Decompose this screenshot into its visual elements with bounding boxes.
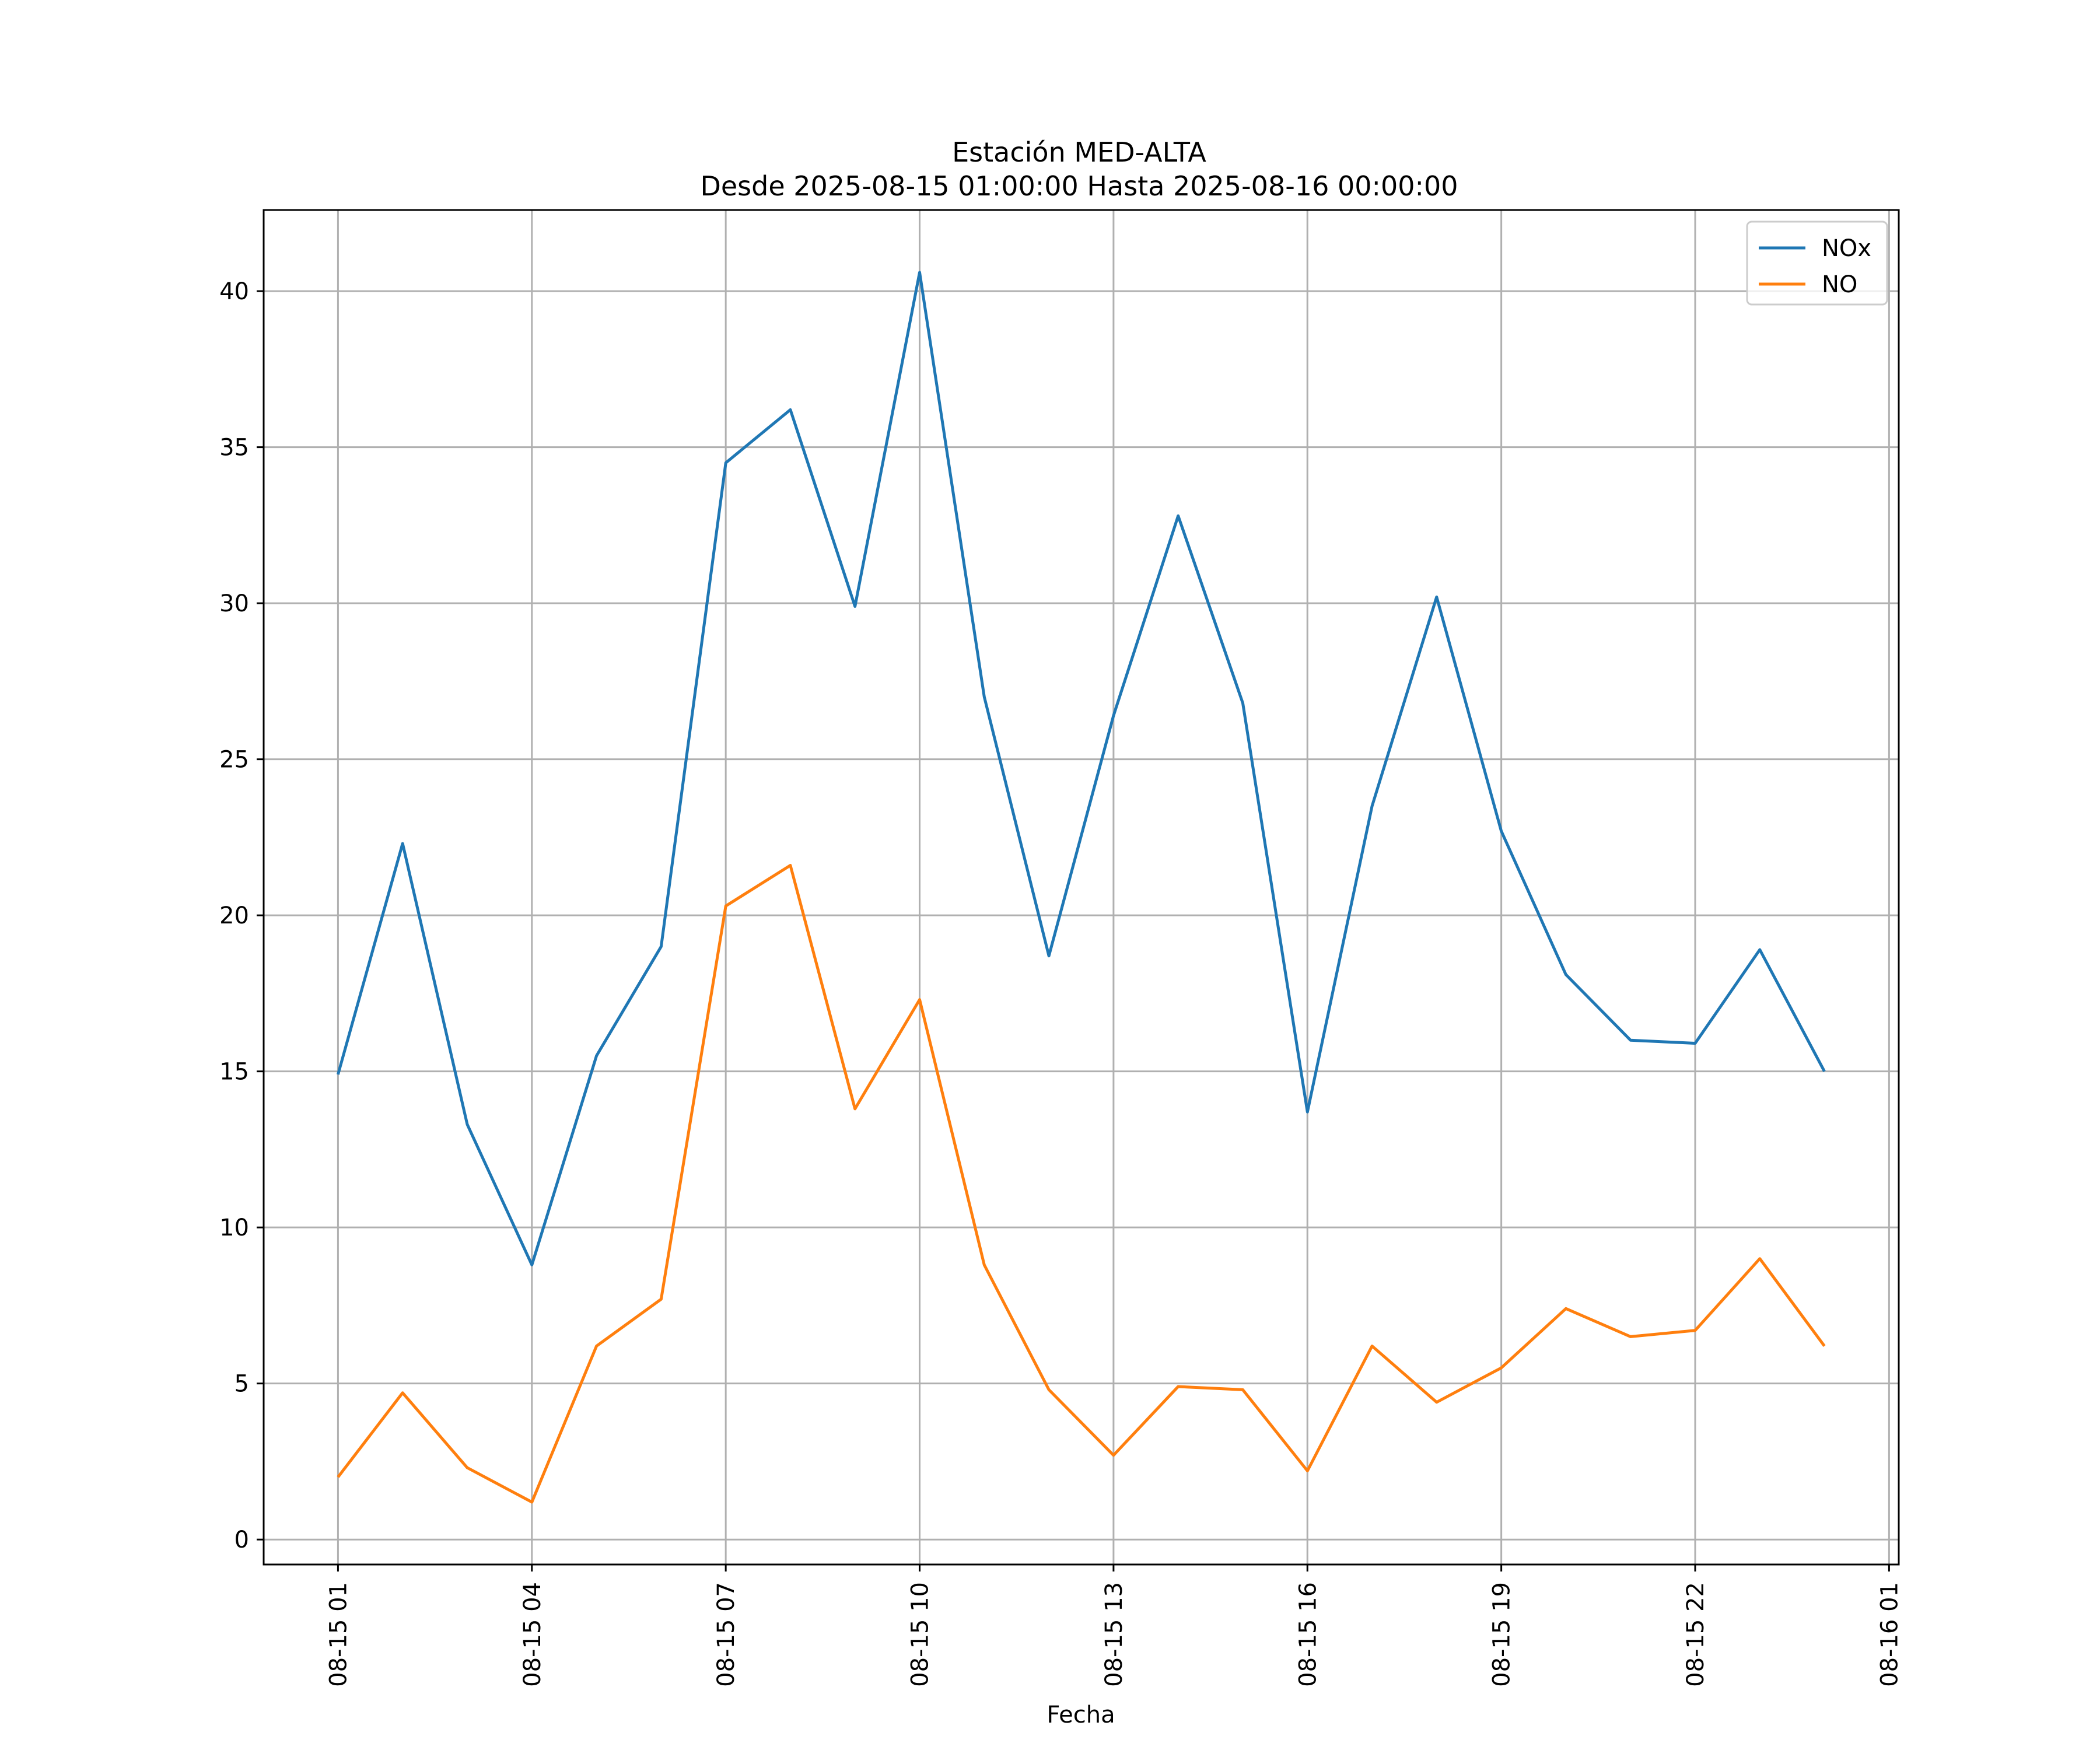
y-tick-label: 0	[235, 1527, 249, 1553]
y-tick-label: 10	[219, 1214, 249, 1241]
y-tick-label: 20	[219, 902, 249, 929]
x-tick-label: 08-15 04	[519, 1582, 546, 1687]
chart-subtitle: Desde 2025-08-15 01:00:00 Hasta 2025-08-…	[700, 170, 1458, 202]
x-axis: 08-15 01 08-15 04 08-15 07 08-15 10 08-15 13…	[325, 1564, 1903, 1687]
x-tick-label: 08-15 07	[713, 1582, 740, 1687]
legend: NOx NO	[1746, 220, 1888, 306]
y-tick-label: 5	[235, 1371, 249, 1398]
y-tick-label: 40	[219, 278, 249, 305]
grid-lines	[264, 210, 1899, 1564]
x-tick-label: 08-15 13	[1101, 1582, 1128, 1687]
x-axis-label: Fecha	[1046, 1702, 1115, 1728]
y-tick-label: 35	[219, 435, 249, 461]
y-tick-label: 25	[219, 747, 249, 774]
plot-area-frame	[262, 209, 1900, 1566]
x-tick-label: 08-15 10	[907, 1582, 934, 1687]
x-tick-label: 08-15 22	[1682, 1582, 1709, 1687]
y-axis: 0 5 10 15 20 25 30 35 40	[219, 278, 264, 1553]
y-tick-label: 30	[219, 590, 249, 617]
series-line-no	[337, 864, 1826, 1504]
chart-title: Estación MED-ALTA	[952, 136, 1206, 168]
legend-label-no: NO	[1822, 271, 1857, 298]
x-tick-label: 08-15 19	[1489, 1582, 1516, 1687]
x-tick-label: 08-15 01	[325, 1582, 352, 1687]
x-tick-label: 08-15 16	[1294, 1582, 1321, 1687]
series-line-nox	[336, 271, 1826, 1266]
legend-box	[1746, 220, 1888, 306]
legend-label-nox: NOx	[1822, 235, 1871, 262]
series-lines	[336, 271, 1826, 1504]
x-tick-label: 08-16 01	[1876, 1582, 1903, 1687]
y-tick-label: 15	[219, 1059, 249, 1086]
